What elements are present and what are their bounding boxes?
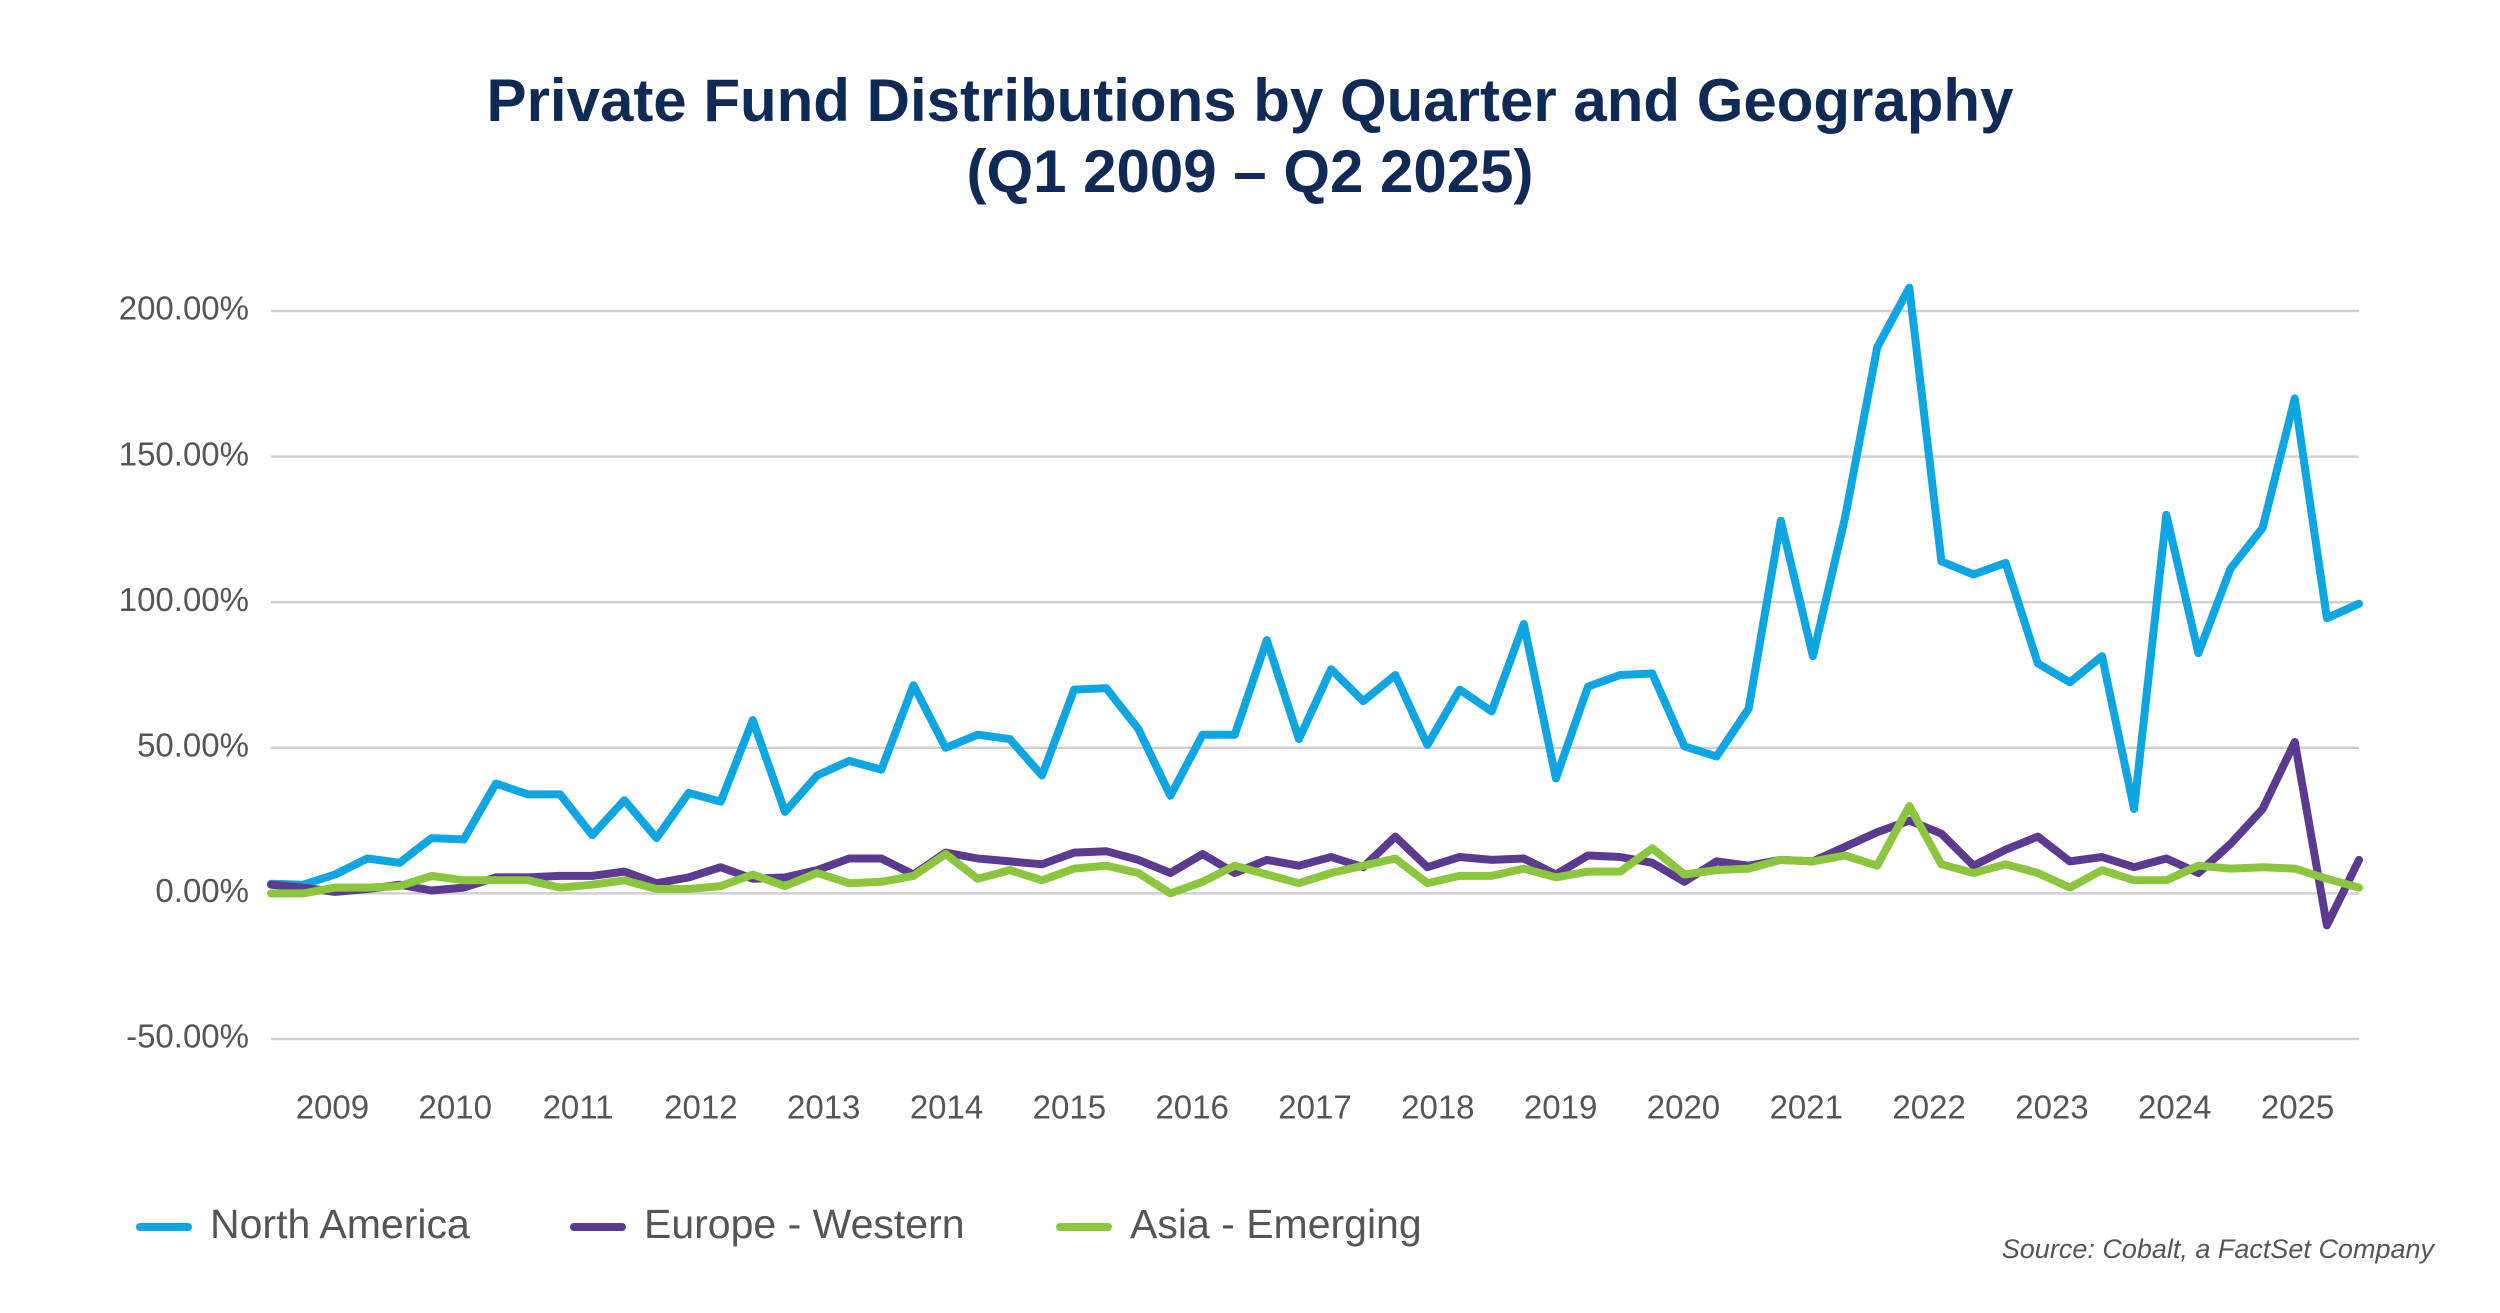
x-tick-label: 2022	[1892, 1089, 1965, 1126]
x-tick-label: 2014	[910, 1089, 983, 1126]
y-tick-label: 0.00%	[155, 872, 249, 909]
y-tick-label: 100.00%	[119, 581, 249, 618]
y-tick-label: 150.00%	[119, 435, 249, 472]
chart-title: Private Fund Distributions by Quarter an…	[487, 67, 2015, 134]
x-tick-label: 2016	[1155, 1089, 1228, 1126]
x-tick-label: 2020	[1647, 1089, 1720, 1126]
series-line	[267, 283, 2363, 889]
legend-label: Asia - Emerging	[1130, 1201, 1422, 1247]
x-tick-label: 2013	[787, 1089, 860, 1126]
x-tick-label: 2011	[543, 1089, 614, 1126]
chart-subtitle: (Q1 2009 – Q2 2025)	[966, 138, 1533, 205]
x-tick-label: 2010	[419, 1089, 492, 1126]
x-tick-label: 2023	[2015, 1089, 2088, 1126]
source-note: Source: Cobalt, a FactSet Company	[2002, 1234, 2436, 1264]
x-tick-label: 2015	[1033, 1089, 1106, 1126]
x-tick-label: 2017	[1278, 1089, 1351, 1126]
x-tick-label: 2019	[1524, 1089, 1597, 1126]
y-tick-label: -50.00%	[126, 1018, 249, 1055]
x-tick-label: 2012	[664, 1089, 737, 1126]
x-tick-label: 2025	[2261, 1089, 2334, 1126]
y-tick-label: 200.00%	[119, 290, 249, 327]
legend-label: North America	[210, 1201, 470, 1247]
x-tick-label: 2024	[2138, 1089, 2211, 1126]
x-tick-label: 2018	[1401, 1089, 1474, 1126]
x-tick-label: 2009	[296, 1089, 369, 1126]
legend-label: Europe - Western	[644, 1201, 965, 1247]
series-line	[267, 738, 2363, 930]
x-tick-label: 2021	[1770, 1089, 1843, 1126]
y-tick-label: 50.00%	[137, 727, 249, 764]
series-line	[267, 802, 2363, 898]
